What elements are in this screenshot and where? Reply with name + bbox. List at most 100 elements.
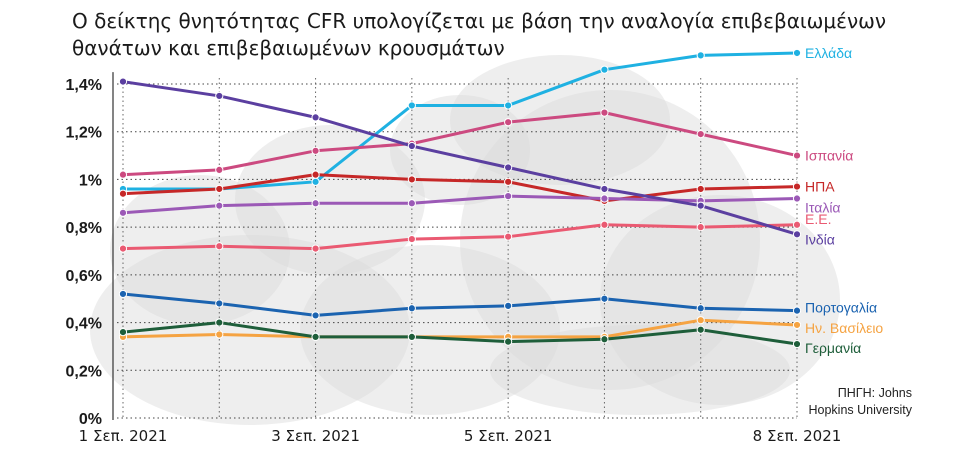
series-label: Ινδία: [805, 231, 835, 247]
texture-blob: [90, 235, 410, 425]
data-point: [215, 201, 224, 210]
data-point: [792, 194, 802, 203]
series-line: [121, 321, 799, 346]
data-point: [311, 113, 320, 122]
data-point: [792, 320, 802, 330]
data-point: [118, 328, 128, 337]
series-label: Ην. Βασίλειο: [805, 320, 883, 336]
data-point: [311, 146, 320, 155]
data-point: [311, 311, 320, 320]
series-line: [121, 292, 799, 317]
source-note: ΠΗΓΗ: Johns Hopkins University: [808, 386, 912, 417]
data-point: [311, 199, 320, 208]
data-point: [118, 170, 128, 179]
data-point: [407, 199, 416, 208]
series-line: [121, 194, 799, 215]
series-label: ΗΠΑ: [805, 179, 835, 195]
x-tick-label: 8 Σεπ. 2021: [753, 427, 842, 445]
y-tick-label: 0%: [79, 411, 102, 428]
data-point: [118, 289, 128, 299]
data-point: [118, 77, 128, 86]
series-label: Ιταλία: [805, 200, 841, 216]
data-point: [504, 337, 513, 346]
data-point: [118, 208, 128, 217]
series-label: Γερμανία: [805, 340, 861, 356]
data-point: [600, 220, 609, 229]
data-point: [215, 242, 224, 251]
data-point: [504, 232, 513, 241]
data-point: [407, 175, 416, 184]
data-point: [311, 244, 320, 253]
data-point: [792, 151, 802, 160]
data-point: [407, 141, 416, 151]
texture-blob: [235, 125, 425, 275]
data-point: [792, 220, 802, 229]
series-line: [121, 111, 799, 177]
data-point: [696, 325, 705, 334]
data-point: [792, 230, 802, 239]
data-point: [504, 192, 513, 201]
series-line: [121, 318, 799, 339]
data-point: [696, 51, 705, 60]
data-point: [600, 65, 609, 74]
x-tick-label: 5 Σεπ. 2021: [464, 427, 553, 445]
data-point: [118, 189, 128, 198]
data-point: [792, 339, 802, 349]
x-tick-label: 3 Σεπ. 2021: [271, 427, 360, 445]
data-point: [215, 165, 224, 174]
chart-title: Ο δείκτης θνητότητας CFR υπολογίζεται με…: [72, 9, 887, 60]
data-point: [504, 301, 513, 310]
y-tick-label: 0,2%: [66, 363, 102, 380]
data-point: [311, 332, 320, 341]
data-point: [215, 91, 224, 101]
texture-blob: [300, 245, 560, 415]
data-point: [118, 244, 128, 253]
data-point: [696, 316, 705, 325]
data-point: [504, 177, 513, 186]
data-point: [696, 304, 705, 313]
y-tick-label: 1,4%: [66, 77, 102, 94]
texture-blob: [450, 55, 670, 185]
data-point: [600, 335, 609, 344]
data-point: [696, 201, 705, 210]
data-point: [407, 332, 416, 341]
y-tick-label: 1,2%: [66, 125, 102, 142]
series-line: [121, 80, 799, 236]
texture-blob: [390, 95, 530, 205]
series-label: Ελλάδα: [805, 45, 852, 61]
data-point: [600, 184, 609, 194]
series-line: [121, 173, 799, 203]
data-point: [215, 184, 224, 194]
data-point: [407, 234, 416, 244]
data-point: [215, 330, 224, 339]
data-point: [311, 177, 320, 186]
data-point: [696, 223, 705, 232]
series-label: Πορτογαλία: [805, 300, 877, 316]
texture-blob: [600, 195, 840, 405]
data-point: [504, 163, 513, 172]
data-point: [600, 294, 609, 303]
data-point: [215, 318, 224, 327]
data-point: [407, 304, 416, 313]
data-point: [311, 170, 320, 179]
data-point: [504, 101, 513, 110]
y-tick-label: 1%: [79, 172, 102, 189]
data-point: [696, 130, 705, 139]
background-texture: [90, 55, 840, 425]
data-point: [407, 101, 416, 110]
data-point: [792, 48, 802, 58]
data-point: [600, 108, 609, 117]
series-line: [121, 223, 799, 251]
y-tick-label: 0,8%: [66, 220, 102, 237]
y-tick-label: 0,6%: [66, 268, 102, 285]
data-point: [696, 184, 705, 194]
y-tick-label: 0,4%: [66, 316, 102, 333]
series-label: Ισπανία: [805, 148, 853, 164]
texture-blob: [460, 90, 760, 390]
data-point: [600, 194, 609, 203]
data-point: [215, 299, 224, 308]
series-label: Ε.Ε.: [805, 211, 831, 227]
texture-blob: [110, 175, 290, 325]
